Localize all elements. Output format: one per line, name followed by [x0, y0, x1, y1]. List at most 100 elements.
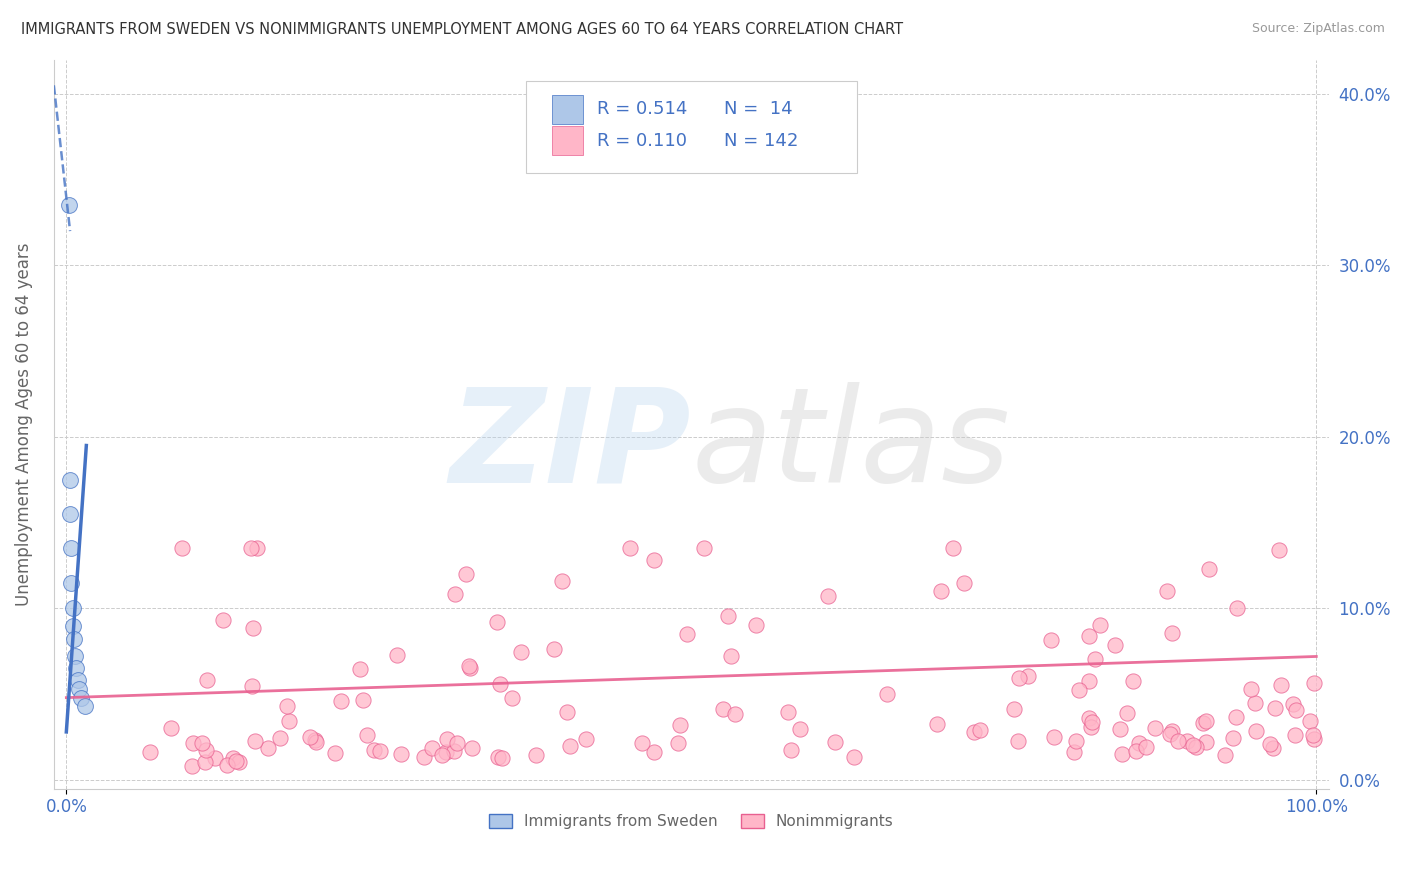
Point — [58, 198, 80, 212]
Point — [246, 541, 269, 556]
Point — [240, 679, 263, 693]
Point — [1104, 639, 1126, 653]
Point — [1090, 618, 1112, 632]
Point — [551, 574, 574, 588]
Point — [1159, 726, 1181, 740]
Point — [927, 717, 949, 731]
Point — [434, 745, 457, 759]
Point — [1002, 702, 1025, 716]
Point — [304, 732, 326, 747]
Point — [543, 642, 565, 657]
Point — [776, 705, 799, 719]
Point — [485, 615, 508, 629]
Point — [240, 541, 263, 556]
Point — [575, 732, 598, 747]
Point — [942, 541, 965, 556]
Point — [711, 702, 734, 716]
Point — [1008, 671, 1031, 685]
Point — [276, 699, 298, 714]
Point — [1007, 734, 1029, 748]
Point — [1225, 601, 1247, 615]
Point — [1284, 728, 1306, 742]
Point — [558, 739, 581, 753]
Point — [1144, 721, 1167, 735]
FancyBboxPatch shape — [553, 95, 583, 124]
Point — [723, 706, 745, 721]
Point — [191, 736, 214, 750]
Point — [524, 748, 547, 763]
Point — [389, 747, 412, 762]
Point — [1115, 706, 1137, 720]
Point — [844, 750, 866, 764]
Point — [717, 608, 740, 623]
Point — [789, 722, 811, 736]
Point — [1122, 674, 1144, 689]
Point — [1125, 744, 1147, 758]
Point — [929, 583, 952, 598]
Point — [486, 749, 509, 764]
Point — [212, 613, 235, 627]
Point — [1156, 583, 1178, 598]
Point — [387, 648, 409, 663]
Point — [1185, 739, 1208, 754]
Text: R = 0.110: R = 0.110 — [598, 131, 688, 150]
Point — [488, 677, 510, 691]
Point — [963, 724, 986, 739]
Point — [1240, 681, 1263, 696]
Text: N =  14: N = 14 — [724, 100, 793, 118]
Point — [170, 541, 193, 556]
Point — [1080, 715, 1102, 730]
Point — [1243, 696, 1265, 710]
Point — [1261, 741, 1284, 756]
Point — [1064, 733, 1087, 747]
Text: atlas: atlas — [692, 383, 1010, 509]
Point — [1160, 626, 1182, 640]
Point — [257, 741, 280, 756]
Point — [67, 681, 90, 696]
Point — [444, 587, 467, 601]
Point — [222, 751, 245, 765]
Point — [1078, 674, 1101, 689]
Point — [1135, 739, 1157, 754]
Point — [631, 736, 654, 750]
Point — [443, 744, 465, 758]
Point — [1067, 682, 1090, 697]
Point — [619, 541, 641, 556]
Point — [1270, 678, 1292, 692]
Point — [63, 649, 86, 664]
Point — [363, 743, 385, 757]
Point — [491, 751, 513, 765]
Point — [432, 748, 454, 763]
Point — [693, 541, 716, 556]
Point — [1195, 735, 1218, 749]
Point — [817, 589, 839, 603]
Point — [780, 742, 803, 756]
Point — [63, 632, 86, 647]
Point — [1109, 722, 1132, 736]
Point — [1192, 715, 1215, 730]
Point — [1078, 711, 1101, 725]
Point — [225, 754, 247, 768]
FancyBboxPatch shape — [553, 126, 583, 155]
Point — [352, 693, 374, 707]
Point — [446, 736, 468, 750]
Point — [1302, 728, 1324, 742]
Point — [75, 699, 97, 714]
Point — [1175, 734, 1198, 748]
Point — [458, 661, 481, 675]
Point — [555, 705, 578, 719]
Point — [59, 507, 82, 521]
Point — [413, 750, 436, 764]
Point — [1195, 714, 1218, 728]
Point — [195, 743, 218, 757]
Text: R = 0.514: R = 0.514 — [598, 100, 688, 118]
Point — [62, 618, 84, 632]
Point — [668, 717, 690, 731]
Point — [269, 731, 291, 745]
Point — [66, 673, 89, 688]
Point — [1213, 748, 1236, 763]
Point — [1264, 700, 1286, 714]
Y-axis label: Unemployment Among Ages 60 to 64 years: Unemployment Among Ages 60 to 64 years — [15, 243, 32, 606]
Point — [1246, 723, 1268, 738]
Point — [65, 661, 87, 675]
